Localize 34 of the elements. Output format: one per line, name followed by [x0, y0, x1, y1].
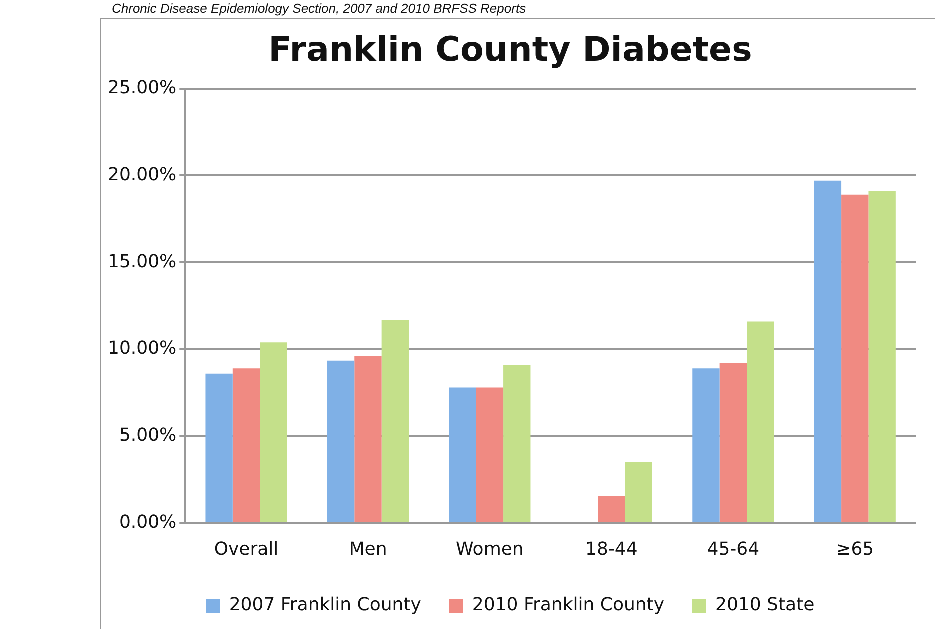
bar — [476, 388, 504, 522]
legend-label: 2007 Franklin County — [229, 594, 422, 616]
bar — [449, 388, 476, 522]
y-tick-label: 5.00% — [119, 425, 177, 446]
y-tick-label: 15.00% — [108, 251, 177, 272]
x-tick-label: ≥65 — [836, 538, 874, 560]
y-tick-label: 10.00% — [108, 338, 177, 360]
y-tick-label: 0.00% — [119, 512, 177, 534]
bar — [327, 360, 355, 522]
bar — [504, 365, 531, 522]
bar — [692, 368, 720, 522]
bar — [868, 191, 896, 522]
legend-label: 2010 State — [715, 594, 815, 616]
bar — [747, 322, 774, 522]
legend-label: 2010 Franklin County — [472, 594, 665, 616]
bar — [814, 180, 842, 522]
chart-title: Franklin County Diabetes — [268, 30, 752, 70]
y-tick-label: 25.00% — [108, 77, 177, 98]
bar — [354, 356, 382, 522]
x-tick-label: Men — [349, 538, 388, 560]
bar — [232, 368, 260, 522]
x-tick-label: Women — [456, 538, 524, 560]
y-tick-label: 20.00% — [108, 164, 177, 186]
bar — [842, 194, 869, 522]
bar — [720, 363, 747, 522]
bar — [598, 496, 626, 522]
x-tick-label: Overall — [214, 538, 279, 560]
bar — [206, 374, 233, 522]
text: Chronic Disease Epidemiology Section, 2007 and 2010 BRFSS Reports — [112, 1, 526, 16]
bar — [382, 320, 410, 522]
bar — [260, 342, 288, 522]
x-tick-label: 45-64 — [707, 538, 760, 560]
x-tick-label: 18-44 — [586, 538, 638, 560]
bar — [625, 462, 652, 522]
